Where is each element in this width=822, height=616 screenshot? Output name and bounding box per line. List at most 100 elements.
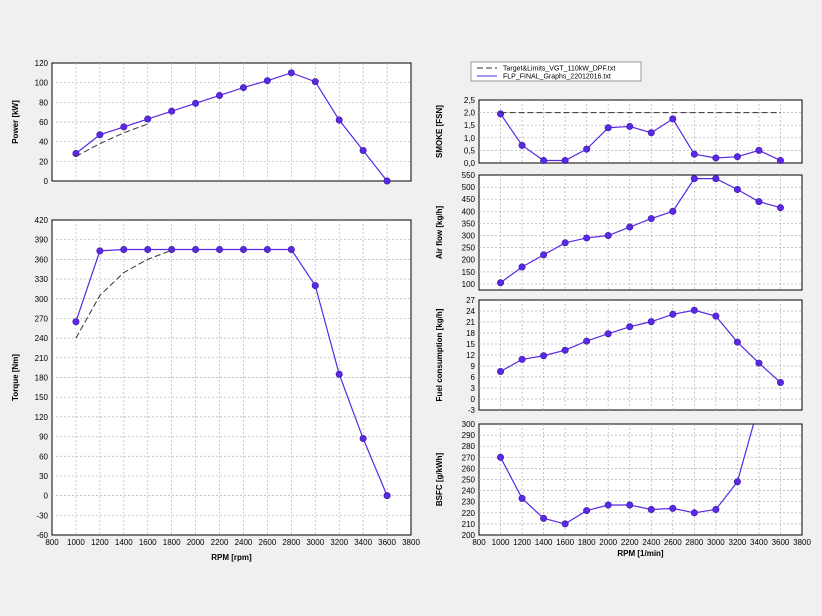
y-tick-label: 270 (462, 453, 476, 462)
y-tick-label: 60 (39, 118, 48, 127)
data-point (168, 107, 176, 115)
data-point (540, 156, 548, 164)
data-point (518, 263, 526, 271)
data-point (540, 352, 548, 360)
data-point (216, 246, 224, 254)
y-tick-label: 100 (462, 280, 476, 289)
y-axis-label: Power [kW] (11, 100, 20, 144)
data-point (712, 312, 720, 320)
data-point (669, 207, 677, 215)
data-point (604, 501, 612, 509)
plot-area (51, 219, 412, 536)
y-tick-label: 390 (35, 236, 49, 245)
x-axis-label: RPM [1/min] (617, 549, 664, 558)
series-measured-line (500, 309, 781, 383)
data-point (776, 204, 784, 212)
data-point (604, 232, 612, 240)
plot-area (478, 99, 803, 164)
data-point (561, 239, 569, 247)
y-tick-label: 30 (39, 472, 48, 481)
y-tick-label: 24 (466, 307, 475, 316)
y-tick-label: 210 (35, 354, 49, 363)
data-point (755, 198, 763, 206)
data-point (626, 223, 634, 231)
y-tick-label: 100 (35, 79, 49, 88)
y-tick-label: 220 (462, 509, 476, 518)
legend-box (470, 61, 642, 82)
y-tick-label: 250 (462, 476, 476, 485)
y-tick-label: -3 (468, 406, 476, 415)
data-point (287, 69, 295, 77)
y-axis-label: Torque [Nm] (11, 354, 20, 401)
data-point (497, 453, 505, 461)
data-point (497, 367, 505, 375)
x-tick-label: 3600 (378, 538, 396, 547)
chart-smoke: 0,0 0,5 1,0 1,5 2,0 2,5 SMOKE [FSN] (435, 96, 803, 168)
y-tick-label: 240 (462, 487, 476, 496)
x-tick-label: 2600 (664, 538, 682, 547)
y-tick-label: 300 (462, 420, 476, 429)
x-tick-label: 2200 (621, 538, 639, 547)
y-tick-label: 120 (35, 413, 49, 422)
y-tick-label: 80 (39, 98, 48, 107)
data-point (626, 122, 634, 130)
y-tick-label: 300 (462, 232, 476, 241)
x-tick-label: 1600 (556, 538, 574, 547)
y-tick-label: 18 (466, 329, 475, 338)
x-tick-label: 1400 (115, 538, 133, 547)
data-point (733, 478, 741, 486)
y-tick-label: 260 (462, 464, 476, 473)
data-point (690, 306, 698, 314)
data-point (561, 346, 569, 354)
data-point (518, 494, 526, 502)
data-point (626, 501, 634, 509)
y-tick-label: 500 (462, 183, 476, 192)
data-point (216, 91, 224, 99)
y-tick-label: 350 (462, 219, 476, 228)
y-tick-label: 210 (462, 520, 476, 529)
y-tick-label: 15 (466, 340, 475, 349)
x-tick-label: 2600 (259, 538, 277, 547)
y-tick-label: 20 (39, 157, 48, 166)
data-point (561, 520, 569, 528)
data-point (96, 247, 104, 255)
data-point (583, 145, 591, 153)
data-point (669, 115, 677, 123)
chart-airflow: 100 150 200 250 300 350 400 450 500 550 Air flow [… (435, 171, 803, 291)
y-tick-label: 240 (35, 334, 49, 343)
y-tick-label: 330 (35, 275, 49, 284)
data-point (239, 246, 247, 254)
x-tick-label: 3200 (729, 538, 747, 547)
data-point (144, 246, 152, 254)
chart-bsfc: 200 210 220 230 240 250 260 270 280 290 300 800 1000… (435, 420, 811, 558)
x-tick-label: 1600 (139, 538, 157, 547)
data-point (497, 279, 505, 287)
data-point (561, 156, 569, 164)
y-tick-label: 180 (35, 374, 49, 383)
data-point (647, 318, 655, 326)
x-tick-label: 3400 (750, 538, 768, 547)
y-axis-label: SMOKE [FSN] (435, 105, 444, 158)
y-tick-label: 12 (466, 351, 475, 360)
x-axis-label: RPM [rpm] (211, 553, 252, 562)
data-point (647, 129, 655, 137)
data-point (168, 246, 176, 254)
data-point (647, 505, 655, 513)
data-point (287, 246, 295, 254)
y-axis-label: Air flow [kg/h] (435, 206, 444, 260)
data-point (583, 507, 591, 515)
y-tick-label: 0 (471, 395, 476, 404)
data-point (669, 310, 677, 318)
data-point (755, 359, 763, 367)
data-point (72, 318, 80, 326)
y-tick-label: 200 (462, 531, 476, 540)
plot-area (51, 62, 412, 182)
y-tick-label: 360 (35, 255, 49, 264)
series-measured-line (75, 72, 388, 181)
data-point (776, 378, 784, 386)
y-tick-label: 150 (35, 393, 49, 402)
data-point (690, 509, 698, 517)
y-axis-label: BSFC [g/kWh] (435, 453, 444, 507)
x-tick-label: 800 (45, 538, 59, 547)
data-point (733, 153, 741, 161)
